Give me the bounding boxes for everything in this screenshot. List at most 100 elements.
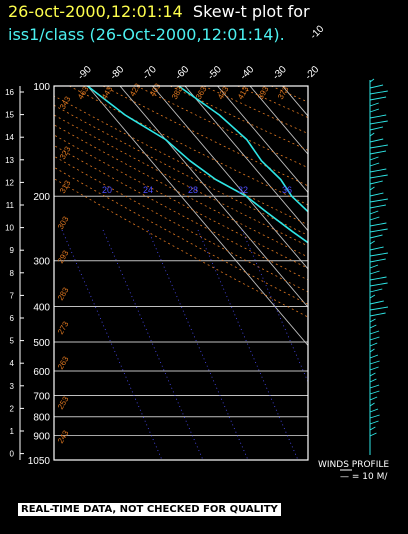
pressure-tick-label: 1050 bbox=[28, 456, 51, 467]
isotherm-line bbox=[87, 86, 308, 347]
dry-adiabat-label: 243 bbox=[56, 428, 71, 445]
wind-barb bbox=[369, 276, 387, 281]
wind-barb bbox=[369, 198, 388, 203]
dry-adiabat-label: 313 bbox=[58, 178, 73, 195]
mixing-ratio-label: 32 bbox=[238, 185, 248, 195]
height-tick-label: 16 bbox=[5, 88, 14, 97]
isotherm-label: -70 bbox=[141, 64, 159, 82]
mixing-ratio-label: 28 bbox=[188, 185, 198, 195]
height-tick-label: 5 bbox=[10, 337, 15, 346]
moist-adiabat-label: 413 bbox=[236, 84, 251, 101]
pressure-tick-label: 700 bbox=[33, 392, 50, 403]
dry-adiabat-line bbox=[237, 86, 308, 118]
wind-barb bbox=[369, 144, 388, 149]
quality-disclaimer: REAL-TIME DATA, NOT CHECKED FOR QUALITY bbox=[18, 503, 281, 516]
wind-barb bbox=[369, 180, 383, 185]
height-tick-label: 10 bbox=[5, 224, 14, 233]
dry-adiabat-line bbox=[136, 86, 308, 169]
dry-adiabat-label: 273 bbox=[56, 319, 71, 336]
isotherm-line bbox=[282, 86, 308, 117]
pressure-tick-label: 200 bbox=[33, 192, 50, 203]
wind-barb bbox=[369, 294, 376, 299]
wind-barb bbox=[369, 414, 380, 419]
title-subtitle: iss1/class (26-Oct-2000,12:01:14). bbox=[8, 25, 285, 44]
height-tick-label: 4 bbox=[10, 359, 15, 368]
wind-barb bbox=[369, 246, 384, 251]
dry-adiabat-line bbox=[102, 86, 308, 187]
wind-barb bbox=[369, 186, 375, 191]
dry-adiabat-label: 383 bbox=[170, 84, 185, 101]
wind-barb bbox=[369, 426, 376, 431]
wind-barb bbox=[369, 396, 378, 401]
dry-adiabat-label: 263 bbox=[56, 354, 71, 371]
wind-barb bbox=[369, 96, 387, 101]
wind-barb bbox=[369, 126, 383, 131]
isotherm-label: -50 bbox=[206, 64, 224, 82]
dry-adiabat-line bbox=[54, 145, 308, 281]
dry-adiabat-label: 443 bbox=[100, 84, 115, 101]
height-tick-label: 15 bbox=[5, 111, 14, 120]
wind-barb bbox=[369, 108, 380, 113]
wind-barb bbox=[369, 402, 375, 407]
wind-barb bbox=[369, 312, 386, 317]
mixing-ratio-label: 24 bbox=[143, 185, 153, 195]
wind-barb bbox=[369, 378, 377, 383]
pressure-tick-label: 100 bbox=[33, 82, 50, 93]
pressure-tick-label: 600 bbox=[33, 367, 50, 378]
isotherm-line bbox=[217, 86, 308, 194]
dry-adiabat-line bbox=[203, 86, 308, 134]
mixing-ratio-line bbox=[102, 229, 204, 460]
isotherm-label: -10 bbox=[308, 23, 326, 41]
title-plot-label: Skew-t plot for bbox=[192, 2, 310, 21]
height-tick-label: 0 bbox=[10, 450, 15, 459]
temperature-profile-line bbox=[178, 86, 308, 213]
wind-barb bbox=[369, 120, 388, 125]
wind-barb bbox=[369, 432, 377, 437]
title-line-1: 26-oct-2000,12:01:14 Skew-t plot for bbox=[8, 2, 310, 21]
mixing-ratio-line bbox=[147, 229, 249, 460]
dry-adiabat-label: 283 bbox=[56, 285, 71, 302]
wind-barb bbox=[369, 330, 380, 335]
isotherm-line bbox=[315, 86, 408, 460]
wind-barb bbox=[369, 336, 380, 341]
wind-barb bbox=[369, 318, 376, 323]
isotherm-label: -80 bbox=[108, 64, 126, 82]
dry-adiabat-label: 253 bbox=[56, 394, 71, 411]
dry-adiabat-line bbox=[69, 86, 308, 206]
wind-barb bbox=[369, 162, 380, 167]
isotherm-label: -20 bbox=[303, 64, 321, 82]
isotherm-label: -40 bbox=[238, 64, 256, 82]
dewpoint-profile-line bbox=[87, 86, 308, 244]
wind-barb bbox=[369, 282, 388, 287]
wind-barb bbox=[369, 150, 387, 155]
pressure-tick-label: 400 bbox=[33, 302, 50, 313]
height-tick-label: 1 bbox=[10, 427, 15, 436]
dry-adiabat-label: 303 bbox=[56, 214, 71, 231]
dry-adiabat-line bbox=[54, 178, 308, 318]
winds-scale-label: — = 10 M/ bbox=[340, 472, 388, 482]
wind-barb bbox=[369, 348, 375, 353]
wind-barb bbox=[369, 420, 379, 425]
isotherm-line bbox=[249, 86, 308, 155]
isotherm-label: 0 bbox=[308, 0, 320, 3]
wind-barb bbox=[369, 372, 376, 377]
wind-barb bbox=[369, 342, 378, 347]
wind-barb bbox=[369, 132, 375, 137]
pressure-tick-label: 300 bbox=[33, 257, 50, 268]
wind-barb bbox=[369, 324, 377, 329]
wind-barb bbox=[369, 204, 386, 209]
wind-barb bbox=[369, 264, 379, 269]
isotherm-line bbox=[380, 86, 408, 460]
wind-barb bbox=[369, 174, 388, 179]
isotherm-line bbox=[119, 86, 308, 308]
isotherm-label: -30 bbox=[271, 64, 289, 82]
wind-barb bbox=[369, 234, 383, 239]
height-tick-label: 13 bbox=[5, 156, 14, 165]
mixing-ratio-label: 36 bbox=[282, 185, 292, 195]
wind-barb bbox=[369, 366, 379, 371]
dry-adiabat-line bbox=[54, 95, 308, 226]
dry-adiabat-line bbox=[54, 104, 308, 236]
wind-barb bbox=[369, 270, 380, 275]
dry-adiabat-label: 363 bbox=[194, 84, 209, 101]
